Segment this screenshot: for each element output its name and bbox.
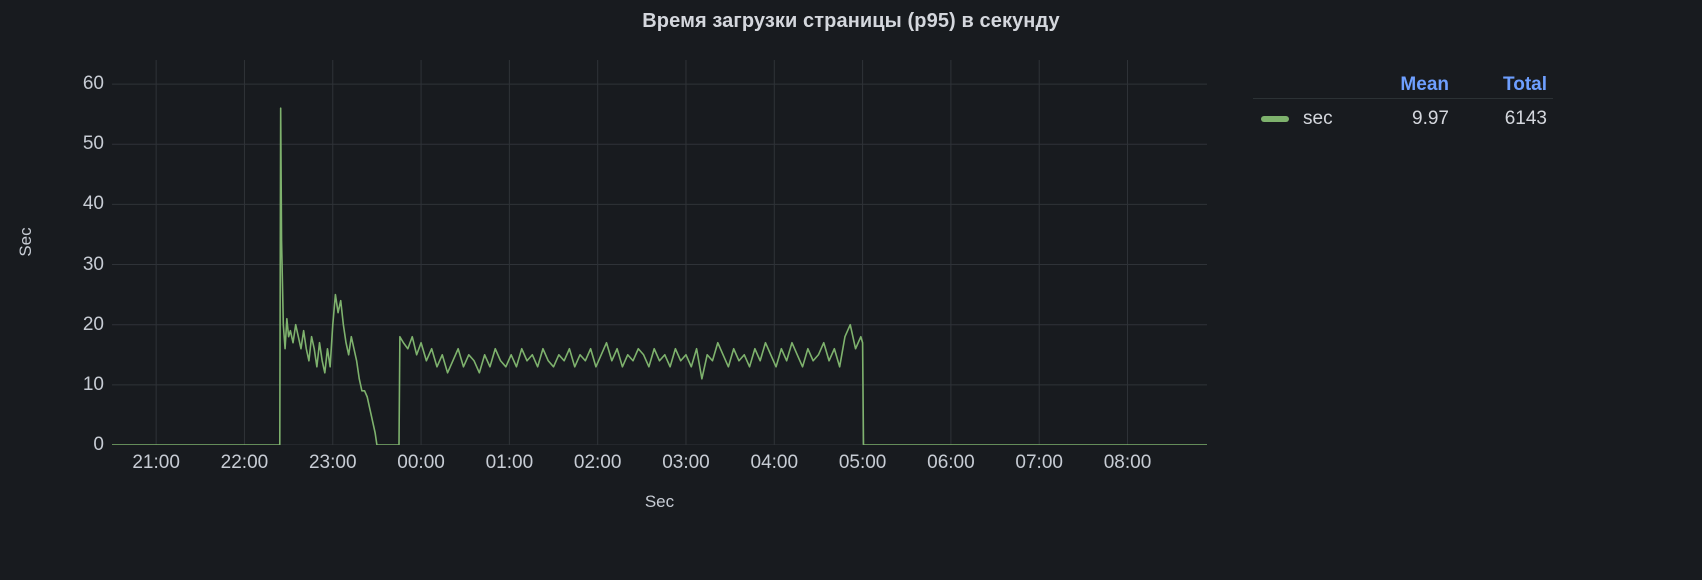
legend: Mean Total sec 9.97 6143 [1253, 64, 1553, 139]
x-axis-tick-labels: 21:00 22:00 23:00 00:00 01:00 02:00 03:00 04:00… [112, 452, 1207, 482]
x-axis-tick: 07:00 [1015, 452, 1063, 473]
y-axis-tick: 60 [82, 73, 104, 95]
plot-area [112, 60, 1207, 445]
x-axis-tick: 05:00 [838, 452, 887, 473]
y-axis-tick-labels: 0 10 20 30 40 50 60 [34, 60, 104, 455]
chart-svg [112, 60, 1207, 445]
x-axis-tick: 04:00 [750, 452, 799, 473]
legend-row[interactable]: sec 9.97 6143 [1253, 99, 1553, 139]
x-axis-tick: 08:00 [1103, 452, 1152, 473]
legend-value-total: 6143 [1504, 108, 1547, 129]
legend-color-swatch-icon[interactable] [1261, 116, 1289, 122]
legend-divider [1253, 98, 1553, 99]
legend-column-total[interactable]: Total [1503, 74, 1547, 95]
legend-column-mean[interactable]: Mean [1400, 74, 1449, 95]
legend-series-label[interactable]: sec [1303, 108, 1333, 129]
x-axis-tick: 21:00 [132, 452, 180, 473]
x-axis-tick: 06:00 [927, 452, 975, 473]
x-axis-tick: 01:00 [485, 452, 534, 473]
x-axis-tick: 02:00 [573, 452, 622, 473]
y-axis-tick: 0 [93, 434, 104, 455]
x-axis-tick: 03:00 [662, 452, 710, 473]
y-axis-tick: 10 [82, 373, 104, 395]
series-line [112, 107, 1207, 445]
legend-header: Mean Total [1253, 64, 1553, 98]
x-axis-tick: 23:00 [308, 452, 357, 473]
y-axis-tick: 30 [82, 253, 104, 275]
x-axis-tick: 22:00 [220, 452, 269, 473]
x-axis-tick: 00:00 [397, 452, 445, 473]
y-axis-title: Sec [16, 227, 35, 257]
legend-series-item[interactable]: sec [1253, 108, 1357, 130]
y-axis-tick: 40 [82, 193, 104, 215]
y-axis-tick: 50 [82, 133, 104, 155]
page-title: Время загрузки страницы (p95) в секунду [642, 10, 1060, 32]
x-axis-title: Sec [644, 492, 675, 511]
y-axis-tick: 20 [82, 313, 104, 335]
legend-value-mean: 9.97 [1412, 108, 1449, 129]
